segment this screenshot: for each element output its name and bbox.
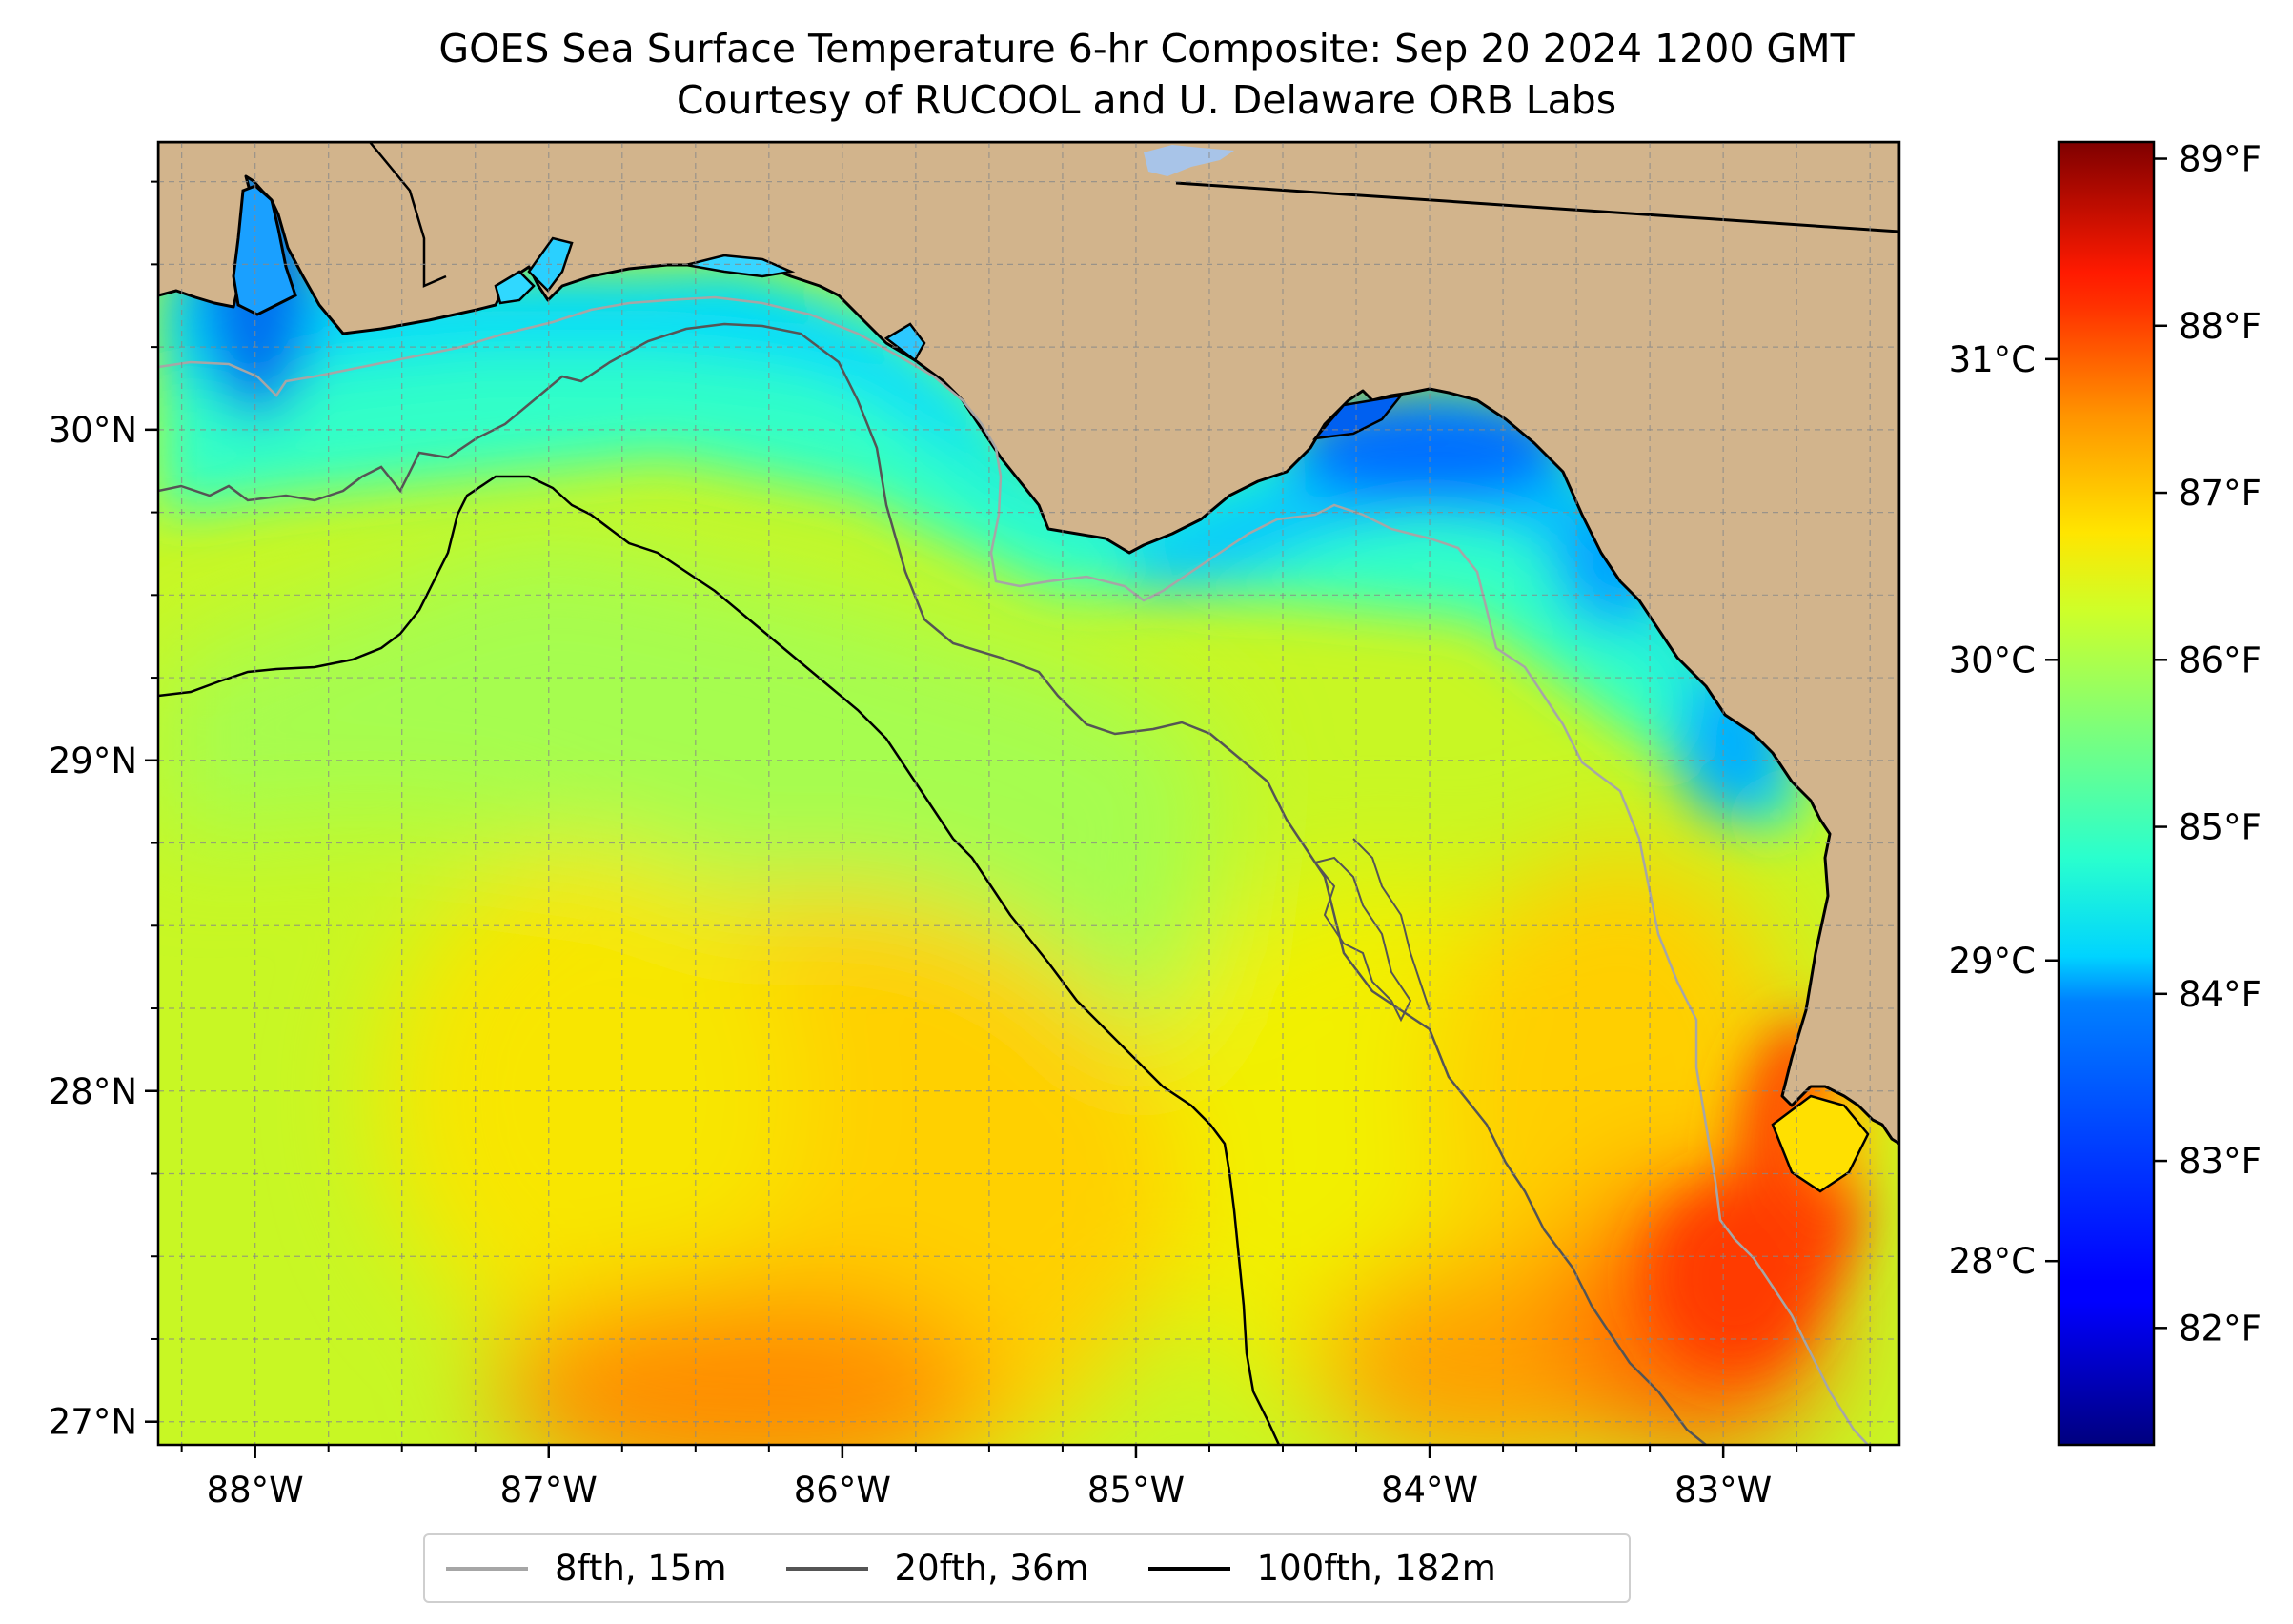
lon-tick-label: 85°W — [1087, 1470, 1185, 1511]
lon-tick-label: 86°W — [794, 1470, 891, 1511]
isobath-20fth — [158, 322, 1707, 1445]
colorbar: 82°F 83°F 84°F 85°F 86°F 87°F 88°F 89°F 28°C 29°C… — [1949, 139, 2262, 1447]
colorbar-ticks: 82°F 83°F 84°F 85°F 86°F 87°F 88°F 89°F 28°C 29°C… — [1949, 139, 2262, 1350]
isobath-8fth — [158, 295, 1869, 1445]
legend-label-20fth: 20fth, 36m — [894, 1548, 1089, 1589]
legend-swatch-8fth — [446, 1566, 528, 1571]
legend-item-20fth: 20fth, 36m — [785, 1548, 1089, 1589]
colorbar-c-label: 29°C — [1949, 941, 2036, 982]
legend-item-8fth: 8fth, 15m — [446, 1548, 727, 1589]
graticule-gridlines — [158, 142, 1899, 1445]
legend-label-8fth: 8fth, 15m — [555, 1548, 727, 1589]
map-area — [158, 142, 1899, 1445]
isobath-100fth — [158, 475, 1281, 1445]
page-subtitle: Courtesy of RUCOOL and U. Delaware ORB L… — [676, 77, 1617, 123]
colorbar-f-label: 83°F — [2179, 1141, 2262, 1182]
page-title: GOES Sea Surface Temperature 6-hr Compos… — [438, 26, 1855, 71]
land-mass — [158, 142, 1899, 1146]
map-frame — [156, 140, 1901, 1447]
lat-tick-label: 29°N — [49, 741, 137, 782]
lon-tick-label: 84°W — [1381, 1470, 1478, 1511]
legend-label-100fth: 100fth, 182m — [1256, 1548, 1496, 1589]
colorbar-f-label: 82°F — [2179, 1308, 2262, 1349]
lon-tick-label: 87°W — [500, 1470, 598, 1511]
lat-tick-label: 30°N — [49, 410, 137, 451]
colorbar-c-label: 30°C — [1949, 639, 2036, 680]
colorbar-f-label: 88°F — [2179, 306, 2262, 347]
colorbar-f-label: 87°F — [2179, 473, 2262, 514]
lat-tick-label: 28°N — [49, 1071, 137, 1112]
state-boundary-west — [369, 142, 447, 288]
colorbar-f-label: 85°F — [2179, 807, 2262, 848]
colorbar-c-label: 28°C — [1949, 1241, 2036, 1282]
colorbar-f-label: 86°F — [2179, 639, 2262, 680]
state-boundary — [1175, 181, 1899, 233]
colorbar-gradient — [2057, 140, 2156, 1447]
colorbar-f-label: 84°F — [2179, 974, 2262, 1015]
legend-swatch-100fth — [1147, 1566, 1230, 1571]
sst-map-figure: 88°W 87°W 86°W 85°W 84°W 83°W 27°N 28°N 29°N 30°N… — [49, 139, 2262, 1511]
legend-item-100fth: 100fth, 182m — [1147, 1548, 1496, 1589]
isobath-legend: 8fth, 15m 20fth, 36m 100fth, 182m — [423, 1533, 1631, 1603]
map-axes: 88°W 87°W 86°W 85°W 84°W 83°W 27°N 28°N 29°N 30°N — [49, 180, 1872, 1511]
lon-tick-label: 83°W — [1674, 1470, 1772, 1511]
lat-tick-label: 27°N — [49, 1402, 137, 1443]
colorbar-c-label: 31°C — [1949, 339, 2036, 380]
lon-tick-label: 88°W — [207, 1470, 304, 1511]
legend-swatch-20fth — [785, 1566, 868, 1571]
colorbar-f-label: 89°F — [2179, 139, 2262, 180]
